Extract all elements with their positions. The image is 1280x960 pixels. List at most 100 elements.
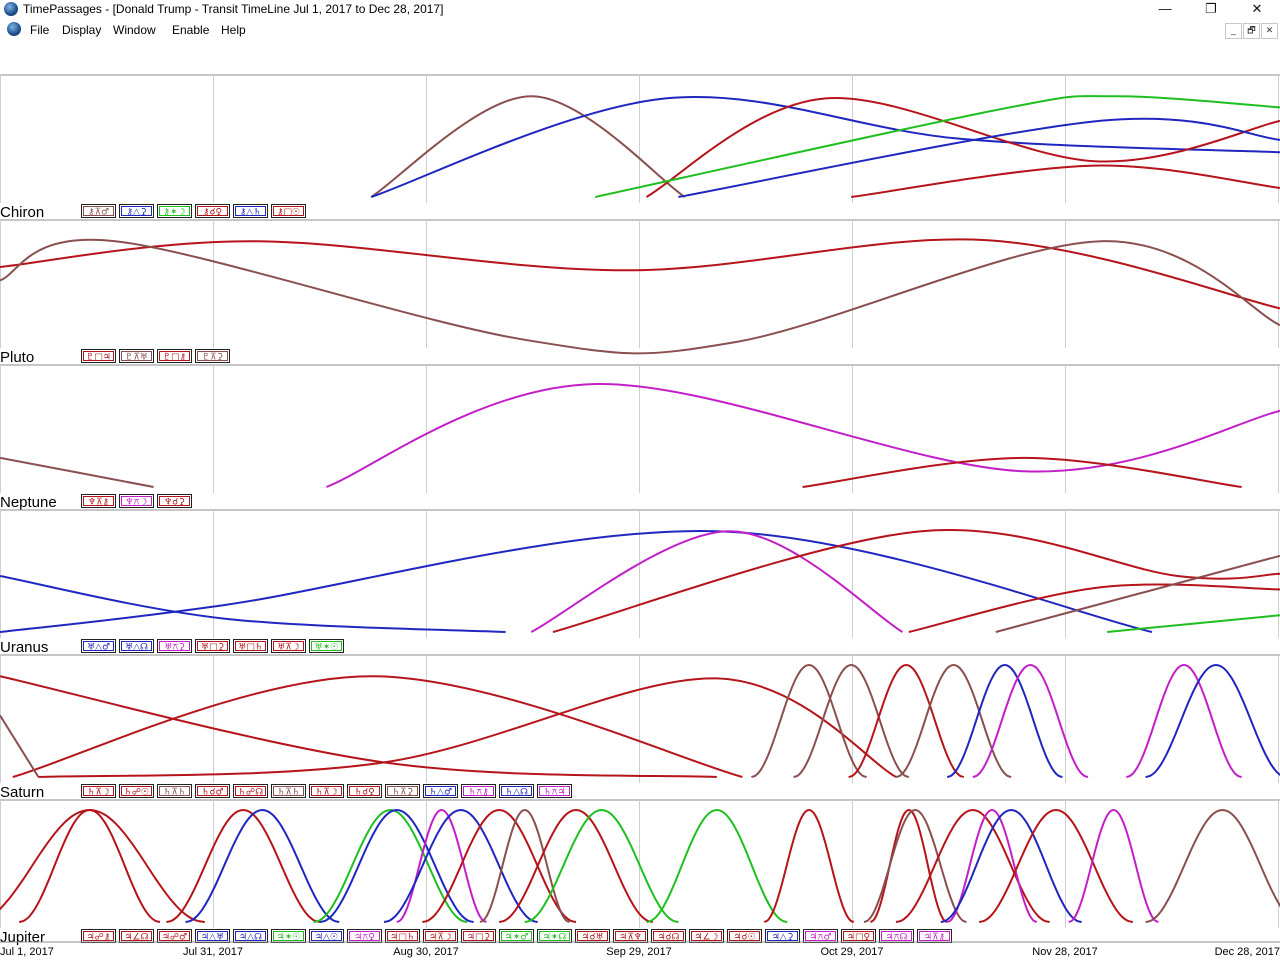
aspect-box[interactable]: ♄⊼☽: [309, 784, 344, 798]
aspect-box[interactable]: ♃✶☊: [537, 929, 572, 943]
transit-curve[interactable]: [848, 663, 965, 778]
transit-curve[interactable]: [0, 238, 1280, 355]
transit-curve[interactable]: [851, 164, 1280, 198]
transit-curve[interactable]: [995, 554, 1280, 633]
aspect-box[interactable]: ⚷△♄: [233, 204, 268, 218]
aspect-box[interactable]: ♅△☊: [119, 639, 154, 653]
mdi-minimize-button[interactable]: _: [1225, 23, 1242, 39]
close-button[interactable]: ✕: [1251, 1, 1263, 16]
transit-curve[interactable]: [946, 808, 1038, 923]
transit-curve[interactable]: [326, 382, 1280, 488]
transit-curve[interactable]: [972, 663, 1089, 778]
transit-curve[interactable]: [645, 97, 1280, 198]
transit-curve[interactable]: [370, 95, 1280, 198]
transit-curve[interactable]: [498, 808, 654, 923]
aspect-box[interactable]: ♃□♀: [841, 929, 876, 943]
aspect-box[interactable]: ♃⊼⚷: [917, 929, 952, 943]
aspect-box[interactable]: ♄☌♂: [195, 784, 230, 798]
transit-curve[interactable]: [38, 677, 897, 778]
aspect-box[interactable]: ♄⚻⚷: [461, 784, 496, 798]
minimize-button[interactable]: —: [1158, 1, 1172, 16]
aspect-box[interactable]: ♃⚻♂: [803, 929, 838, 943]
aspect-box[interactable]: ♆☌⚳: [157, 494, 192, 508]
transit-curve[interactable]: [895, 808, 1050, 923]
transit-curve[interactable]: [479, 808, 570, 923]
aspect-box[interactable]: ♄⊼♄: [271, 784, 306, 798]
menu-file[interactable]: File: [30, 23, 50, 37]
aspect-box[interactable]: ♃⊼♆: [613, 929, 648, 943]
aspect-box[interactable]: ♄⊼⚳: [385, 784, 420, 798]
transit-curve[interactable]: [678, 117, 1280, 198]
aspect-box[interactable]: ♅□⚳: [195, 639, 230, 653]
aspect-box[interactable]: ♃△☊: [233, 929, 268, 943]
aspect-box[interactable]: ♅□♄: [233, 639, 268, 653]
transit-curve[interactable]: [0, 808, 205, 923]
transit-curve[interactable]: [370, 95, 686, 198]
transit-curve[interactable]: [0, 529, 1153, 633]
aspect-box[interactable]: ♄☌♀: [347, 784, 382, 798]
aspect-box[interactable]: ♆⊼⚷: [81, 494, 116, 508]
transit-curve[interactable]: [978, 808, 1134, 923]
mdi-restore-button[interactable]: 🗗: [1243, 23, 1260, 39]
aspect-box[interactable]: ♄△☊: [499, 784, 534, 798]
aspect-box[interactable]: ♃△☉: [309, 929, 344, 943]
transit-curve[interactable]: [166, 808, 321, 923]
transit-curve[interactable]: [524, 808, 679, 923]
aspect-box[interactable]: ♄☍☊: [233, 784, 268, 798]
aspect-box[interactable]: ♄⚻♃: [537, 784, 572, 798]
aspect-box[interactable]: ♃⚻♀: [347, 929, 382, 943]
transit-curve[interactable]: [946, 663, 1063, 778]
transit-curve[interactable]: [1126, 663, 1242, 778]
aspect-box[interactable]: ♇□⚷: [157, 349, 192, 363]
aspect-box[interactable]: ♇⊼⚳: [195, 349, 230, 363]
aspect-box[interactable]: ♄△♂: [423, 784, 458, 798]
transit-curve[interactable]: [12, 675, 743, 778]
aspect-box[interactable]: ⚷✶☽: [157, 204, 192, 218]
transit-curve[interactable]: [18, 808, 161, 923]
aspect-box[interactable]: ♃△♅: [195, 929, 230, 943]
aspect-box[interactable]: ⚷△⚳: [119, 204, 154, 218]
aspect-box[interactable]: ♃⚻☊: [879, 929, 914, 943]
transit-curve[interactable]: [802, 456, 1242, 488]
transit-curve[interactable]: [1145, 808, 1280, 923]
transit-curve[interactable]: [0, 714, 40, 778]
aspect-box[interactable]: ♃☌☊: [651, 929, 686, 943]
aspect-box[interactable]: ♄☍☉: [119, 784, 154, 798]
menu-window[interactable]: Window: [113, 23, 156, 37]
aspect-box[interactable]: ♃☌☉: [727, 929, 762, 943]
transit-curve[interactable]: [0, 238, 1280, 310]
transit-curve[interactable]: [751, 663, 867, 778]
aspect-box[interactable]: ♃∠☽: [689, 929, 724, 943]
aspect-box[interactable]: ♅⊼☽: [271, 639, 306, 653]
aspect-box[interactable]: ♅✶☉: [309, 639, 344, 653]
restore-button[interactable]: ❐: [1205, 1, 1217, 16]
aspect-box[interactable]: ♃□⚳: [461, 929, 496, 943]
transit-curve[interactable]: [0, 675, 717, 778]
aspect-box[interactable]: ♃☍⚷: [81, 929, 116, 943]
transit-curve[interactable]: [0, 575, 506, 633]
aspect-box[interactable]: ♇□♃: [81, 349, 116, 363]
transit-curve[interactable]: [552, 529, 1280, 633]
aspect-box[interactable]: ♅△♂: [81, 639, 116, 653]
document-icon[interactable]: [7, 22, 21, 36]
transit-curve[interactable]: [0, 456, 154, 488]
transit-curve[interactable]: [383, 808, 538, 923]
transit-curve[interactable]: [185, 808, 340, 923]
aspect-box[interactable]: ♃⊼☽: [423, 929, 458, 943]
menu-display[interactable]: Display: [62, 23, 102, 37]
app-icon[interactable]: [4, 2, 18, 16]
transit-curve[interactable]: [396, 808, 487, 923]
aspect-box[interactable]: ♄⊼☽: [81, 784, 116, 798]
transit-curve[interactable]: [908, 583, 1280, 633]
aspect-box[interactable]: ♃☍♂: [157, 929, 192, 943]
transit-curve[interactable]: [870, 808, 948, 923]
menu-enable[interactable]: Enable: [172, 23, 210, 37]
transit-curve[interactable]: [793, 663, 910, 778]
transit-curve[interactable]: [1145, 663, 1280, 778]
aspect-box[interactable]: ♇⊼♅: [119, 349, 154, 363]
aspect-box[interactable]: ♃✶☉: [271, 929, 306, 943]
transit-curve[interactable]: [646, 808, 788, 923]
aspect-box[interactable]: ⚷☌♀: [195, 204, 230, 218]
aspect-box[interactable]: ♃△⚳: [765, 929, 800, 943]
transit-curve[interactable]: [1068, 808, 1159, 923]
